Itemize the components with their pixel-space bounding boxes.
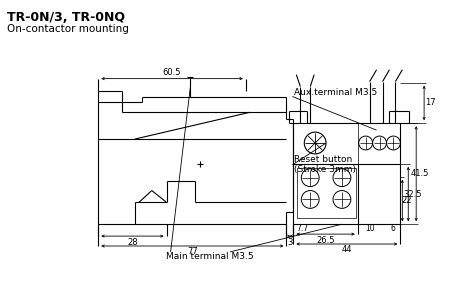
Text: 32.5: 32.5 [403,189,421,199]
Text: Main terminal M3.5: Main terminal M3.5 [166,252,254,261]
Text: 44: 44 [342,245,352,255]
Text: Reset button: Reset button [295,155,353,164]
Text: TR-0N/3, TR-0NQ: TR-0N/3, TR-0NQ [7,11,125,24]
Text: 6: 6 [391,224,396,233]
Bar [297,168,356,218]
Text: 26.5: 26.5 [316,236,335,245]
Text: 77: 77 [187,247,198,257]
Text: Aux.terminal M3.5: Aux.terminal M3.5 [295,88,378,97]
Text: 28: 28 [127,238,138,247]
Text: 22: 22 [401,196,412,205]
Bar [293,123,400,224]
Text: 3: 3 [287,238,293,247]
Text: 17: 17 [425,98,435,107]
Text: 10: 10 [365,224,374,233]
Text: 60.5: 60.5 [163,68,181,77]
Text: 41.5: 41.5 [411,169,429,178]
Text: On-contactor mounting: On-contactor mounting [7,24,129,34]
Text: (Stroke 3mm): (Stroke 3mm) [295,165,356,174]
Text: 7.7: 7.7 [296,224,308,233]
